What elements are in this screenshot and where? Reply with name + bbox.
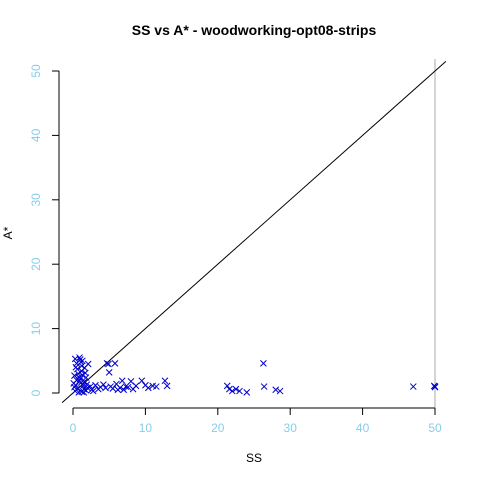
data-point (89, 387, 97, 395)
y-tick-label: 30 (29, 193, 43, 207)
data-point (132, 382, 140, 390)
data-point (79, 371, 86, 379)
data-point (243, 389, 251, 396)
data-point (84, 360, 92, 368)
data-point (120, 386, 128, 394)
data-point (272, 386, 280, 394)
data-point (118, 377, 126, 385)
data-point (236, 387, 243, 395)
y-axis: 0 10 20 30 40 50 (29, 64, 60, 396)
data-point (161, 377, 169, 385)
data-point (105, 369, 113, 376)
data-point (78, 388, 86, 396)
x-tick-label: 10 (139, 421, 153, 435)
x-tick-label: 30 (284, 421, 298, 435)
x-axis-label: SS (246, 451, 262, 465)
data-point (260, 383, 268, 390)
y-tick-label: 0 (29, 389, 43, 396)
data-point (71, 383, 78, 391)
data-point (430, 382, 438, 390)
data-point (82, 374, 90, 381)
data-point (81, 378, 88, 385)
y-axis-label: A* (1, 226, 15, 239)
data-point (73, 376, 80, 384)
x-tick-label: 20 (211, 421, 225, 435)
x-tick-label: 40 (356, 421, 370, 435)
reference-diagonal-line (61, 60, 447, 404)
data-point (102, 384, 109, 392)
data-point (226, 385, 233, 393)
data-point (100, 381, 107, 388)
y-tick-label: 10 (29, 322, 43, 336)
x-tick-label: 0 (70, 421, 77, 435)
x-axis: 0 10 20 30 40 50 (70, 407, 442, 435)
data-point (232, 385, 240, 393)
data-point (223, 382, 231, 390)
data-point (103, 360, 111, 367)
data-point (72, 363, 80, 371)
data-point (144, 384, 152, 392)
chart-title: SS vs A* - woodworking-opt08-strips (132, 22, 377, 38)
data-point (77, 379, 85, 387)
y-tick-label: 50 (29, 64, 43, 78)
data-points (70, 354, 439, 396)
data-point (109, 385, 117, 392)
data-point (260, 360, 267, 367)
data-point (152, 383, 160, 390)
data-point (409, 383, 417, 390)
data-point (111, 360, 119, 367)
data-point (116, 384, 124, 392)
data-point (163, 382, 171, 390)
data-point (276, 387, 284, 395)
data-point (92, 381, 99, 389)
data-point (122, 383, 130, 390)
plot-area (61, 59, 447, 408)
data-point (105, 360, 112, 368)
data-point (80, 389, 88, 396)
data-point (228, 387, 236, 395)
data-point (71, 372, 78, 379)
y-tick-label: 20 (29, 257, 43, 271)
x-tick-label: 50 (428, 421, 442, 435)
y-tick-label: 40 (29, 128, 43, 142)
data-point (138, 377, 146, 385)
data-point (79, 357, 86, 365)
data-point (124, 383, 132, 391)
